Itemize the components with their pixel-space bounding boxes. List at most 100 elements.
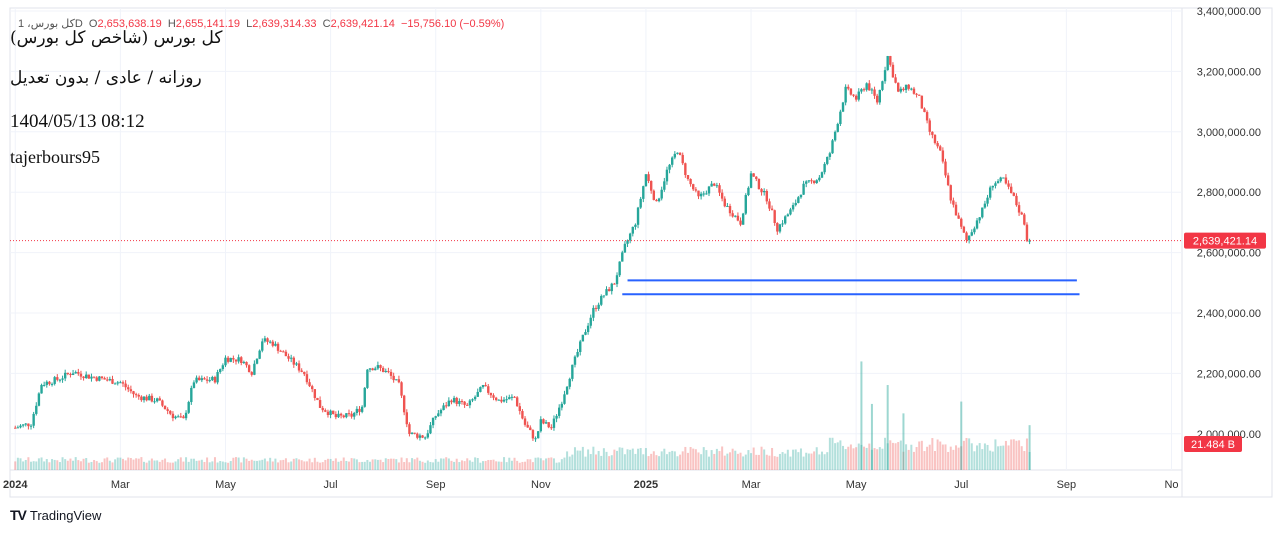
volume-bar <box>923 451 926 470</box>
volume-bar <box>363 461 366 470</box>
volume-bar <box>153 460 156 470</box>
volume-bar <box>999 445 1002 470</box>
volume-bar <box>382 462 385 470</box>
candle-body <box>379 365 382 368</box>
candle-body <box>87 374 91 379</box>
candle-body <box>978 217 981 221</box>
candle-body <box>883 70 887 82</box>
symbol-label[interactable]: کل بورس، 1D <box>18 18 83 30</box>
candle-body <box>860 89 863 92</box>
candle-body <box>61 378 64 380</box>
candle-body <box>345 413 348 418</box>
volume-bar <box>781 452 784 470</box>
candle-body <box>337 413 340 418</box>
candle-body <box>282 351 285 353</box>
volume-bar <box>589 454 592 470</box>
volume-bar <box>902 451 905 470</box>
volume-bar <box>137 458 140 470</box>
candle-body <box>515 397 519 407</box>
volume-bar <box>555 462 558 470</box>
candle-body <box>42 384 46 386</box>
candle-body <box>410 432 414 434</box>
candle-body <box>973 228 976 233</box>
candle-body <box>760 189 763 193</box>
volume-bar <box>148 460 151 470</box>
candle-body <box>526 424 529 428</box>
volume-bar <box>211 461 214 470</box>
volume-bar <box>282 459 285 470</box>
candle-body <box>828 153 832 157</box>
candle-body <box>111 378 114 384</box>
candle-body <box>190 387 193 403</box>
candle-body <box>628 233 632 241</box>
volume-bar <box>1018 440 1021 470</box>
volume-bar <box>90 461 93 470</box>
candle-body <box>258 350 261 359</box>
volume-bar <box>179 457 182 470</box>
candle-body <box>589 317 592 326</box>
candle-body <box>862 89 866 91</box>
candle-body <box>14 427 17 429</box>
candle-body <box>726 205 729 207</box>
candle-body <box>994 183 997 186</box>
candle-body <box>137 395 140 397</box>
candle-body <box>416 433 419 438</box>
tradingview-logo[interactable]: TV TradingView <box>10 507 101 523</box>
volume-bar <box>256 460 259 470</box>
volume-bar <box>313 457 316 470</box>
volume-bar <box>495 461 498 470</box>
candle-body <box>755 176 758 180</box>
volume-bar <box>768 455 771 470</box>
candle-body <box>1012 193 1016 196</box>
volume-bar <box>663 448 666 470</box>
candle-body <box>397 379 401 383</box>
candle-body <box>896 82 900 92</box>
candle-body <box>552 418 556 428</box>
candle-body <box>476 391 479 397</box>
volume-bar <box>158 461 161 470</box>
candle-body <box>1023 214 1026 225</box>
candle-body <box>673 153 677 158</box>
volume-bar <box>224 462 227 470</box>
volume-bar <box>397 462 400 470</box>
candle-body <box>1007 183 1010 187</box>
candle-body <box>342 415 345 418</box>
volume-bar <box>221 461 224 470</box>
volume-bar <box>744 454 747 470</box>
volume-bar <box>655 455 658 470</box>
candle-body <box>250 372 253 375</box>
volume-bar <box>32 461 35 470</box>
volume-bar <box>552 458 555 470</box>
candle-body <box>384 370 387 373</box>
volume-bar <box>710 450 713 470</box>
candle-body <box>812 180 816 184</box>
candle-body <box>636 207 640 225</box>
volume-bar <box>537 457 540 470</box>
volume-spike <box>886 385 889 470</box>
volume-bar <box>1004 440 1007 470</box>
volume-bar <box>269 457 272 470</box>
x-tick-label: May <box>215 479 236 491</box>
volume-bar <box>190 458 193 470</box>
volume-bar <box>203 461 206 470</box>
volume-bar <box>445 457 448 470</box>
candle-body <box>854 95 858 100</box>
volume-bar <box>526 459 529 470</box>
volume-bar <box>116 457 119 470</box>
volume-bar <box>64 459 67 470</box>
brand-name: TradingView <box>29 507 102 523</box>
candle-body <box>174 416 177 419</box>
candle-body <box>720 192 724 199</box>
y-tick-label: 2,800,000.00 <box>1197 187 1261 199</box>
volume-bar <box>894 443 897 470</box>
volume-bar <box>429 461 432 470</box>
candle-body <box>119 382 122 384</box>
y-tick-label: 2,400,000.00 <box>1197 308 1261 320</box>
candle-body <box>74 372 77 374</box>
candle-body <box>387 370 390 372</box>
volume-bar <box>468 460 471 470</box>
candle-body <box>568 378 571 387</box>
volume-bar <box>261 459 264 470</box>
volume-bar <box>936 439 939 470</box>
